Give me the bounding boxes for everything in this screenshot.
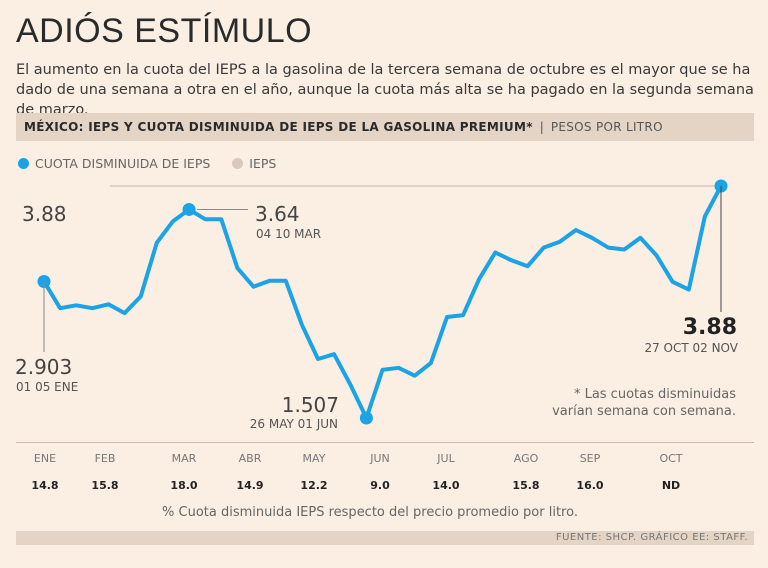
date-label-oct: 27 OCT 02 NOV xyxy=(644,341,738,355)
month-label: AGO xyxy=(514,452,539,465)
month-label: SEP xyxy=(580,452,601,465)
month-label: JUN xyxy=(369,452,390,465)
month-label: FEB xyxy=(95,452,116,465)
month-label: MAY xyxy=(303,452,326,465)
source-text: FUENTE: SHCP. GRÁFICO EE: STAFF. xyxy=(555,532,748,543)
month-label: ABR xyxy=(239,452,262,465)
month-label: OCT xyxy=(659,452,682,465)
value-label-ieps: 3.88 xyxy=(22,202,67,226)
month-percentage: 14.9 xyxy=(236,479,263,492)
month-percentage: 9.0 xyxy=(370,479,390,492)
month-percentage: 12.2 xyxy=(300,479,327,492)
date-label-jun: 26 MAY 01 JUN xyxy=(250,417,338,431)
month-label: JUL xyxy=(436,452,455,465)
month-percentage: 16.0 xyxy=(576,479,603,492)
chart-header-separator: | xyxy=(539,120,544,134)
chart-header-bar: MÉXICO: IEPS Y CUOTA DISMINUIDA DE IEPS … xyxy=(16,113,754,141)
value-label-oct: 3.88 xyxy=(683,315,737,340)
value-label-mar: 3.64 xyxy=(255,202,300,226)
month-percentage: 14.0 xyxy=(432,479,459,492)
chart-note-line2: varían semana con semana. xyxy=(552,404,736,419)
data-point-marker xyxy=(359,411,373,425)
source-bar: FUENTE: SHCP. GRÁFICO EE: STAFF. xyxy=(16,531,754,545)
months-caption: % Cuota disminuida IEPS respecto del pre… xyxy=(162,505,578,520)
months-divider xyxy=(16,442,754,443)
legend-item-cuota: CUOTA DISMINUIDA DE IEPS xyxy=(18,156,210,171)
chart-note-line1: * Las cuotas disminuidas xyxy=(574,387,736,402)
month-percentage: 18.0 xyxy=(170,479,197,492)
value-label-jan: 2.903 xyxy=(15,355,72,379)
legend-label: IEPS xyxy=(249,156,277,171)
month-percentage: 14.8 xyxy=(31,479,58,492)
month-label: ENE xyxy=(34,452,56,465)
legend-dot-icon xyxy=(18,158,29,169)
value-label-jun: 1.507 xyxy=(282,393,339,417)
legend-item-ieps: IEPS xyxy=(232,156,276,171)
date-label-mar: 04 10 MAR xyxy=(256,227,321,241)
legend-dot-icon xyxy=(232,158,244,169)
chart-legend: CUOTA DISMINUIDA DE IEPS IEPS xyxy=(18,156,298,171)
month-percentage: 15.8 xyxy=(91,479,118,492)
page-title: ADIÓS ESTÍMULO xyxy=(16,12,313,50)
month-percentage: 15.8 xyxy=(512,479,539,492)
chart-unit: PESOS POR LITRO xyxy=(550,120,663,134)
month-percentage: ND xyxy=(662,479,680,492)
data-point-marker xyxy=(182,202,196,216)
month-label: MAR xyxy=(172,452,197,465)
page-subtitle: El aumento en la cuota del IEPS a la gas… xyxy=(16,62,754,118)
chart-title: MÉXICO: IEPS Y CUOTA DISMINUIDA DE IEPS … xyxy=(24,120,533,134)
date-label-jan: 01 05 ENE xyxy=(16,380,78,394)
legend-label: CUOTA DISMINUIDA DE IEPS xyxy=(35,156,211,171)
series-line-cuota xyxy=(42,184,723,420)
